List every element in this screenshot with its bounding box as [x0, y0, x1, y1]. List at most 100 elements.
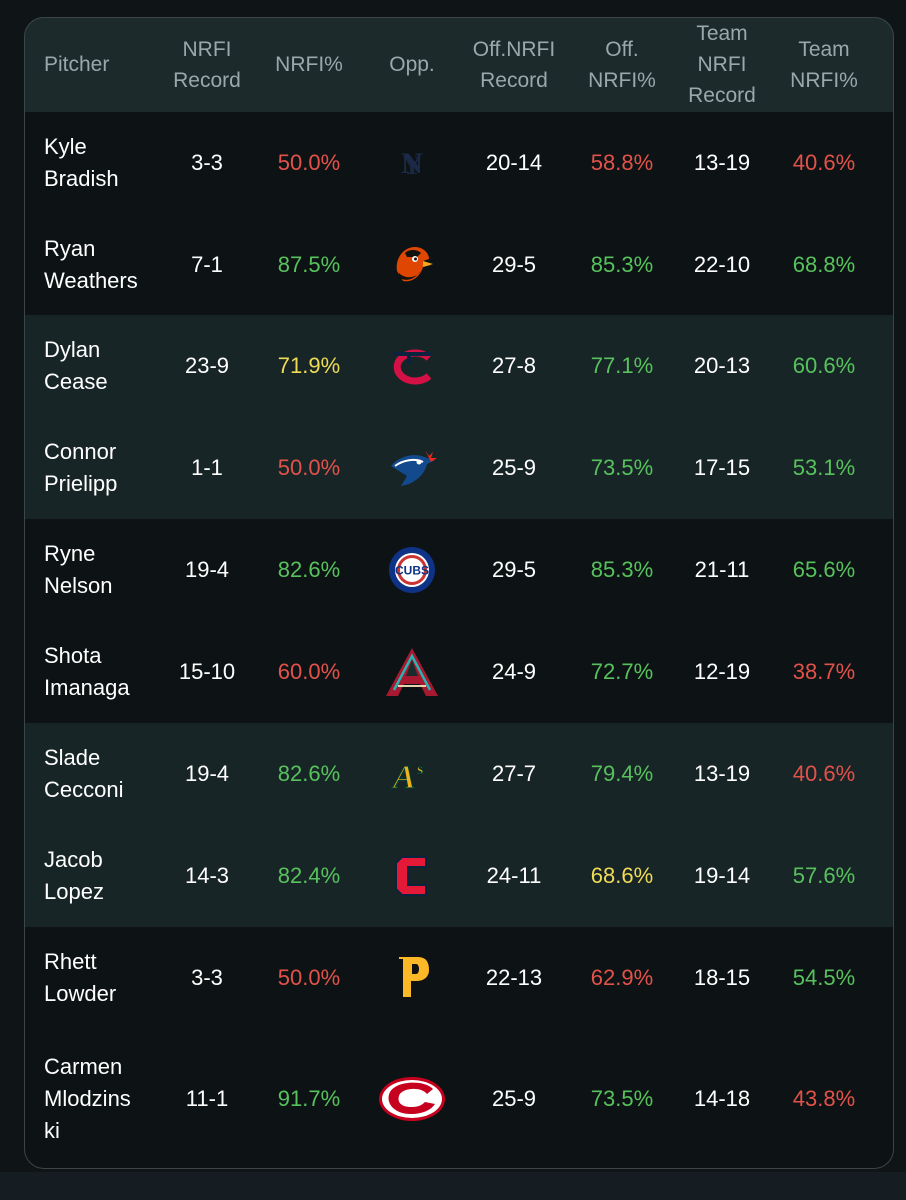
team-nrfi-pct: 40.6%: [792, 150, 856, 175]
team-nrfi-record: 12-19: [693, 659, 751, 684]
team-nrfi-record: 13-19: [693, 150, 751, 175]
svg-text:Y: Y: [403, 151, 422, 180]
svg-text:A: A: [391, 759, 416, 796]
diamondbacks-logo: [382, 646, 442, 698]
orioles-logo: [387, 241, 437, 289]
nrfi-record: 11-1: [185, 1086, 229, 1111]
reds-logo: [377, 1076, 447, 1122]
team-nrfi-pct: 68.8%: [792, 251, 856, 277]
opponent-cell: CUBS: [357, 519, 467, 621]
off-nrfi-pct: 85.3%: [590, 557, 654, 582]
header-pitcher: Pitcher: [44, 53, 110, 76]
off-nrfi-pct: 72.7%: [590, 659, 654, 684]
off-nrfi-pct: 79.4%: [590, 761, 654, 786]
opponent-cell: [357, 315, 467, 417]
opponent-cell: [357, 825, 467, 927]
team-nrfi-record: 20-13: [693, 353, 751, 378]
table-row: Connor Prielipp 1-1 50.0% 25-9 73.5% 17-15 53…: [24, 417, 894, 519]
nrfi-pct: 82.6%: [277, 557, 341, 582]
nrfi-record: 3-3: [191, 965, 223, 990]
off-nrfi-record: 25-9: [491, 1086, 537, 1111]
nrfi-pct: 50.0%: [277, 455, 341, 480]
athletics-logo: A s: [387, 752, 437, 796]
table-row: Jacob Lopez 14-3 82.4% 24-11 68.6% 19-14 57.6…: [24, 825, 894, 927]
team-nrfi-record: 21-11: [694, 557, 750, 582]
nrfi-record: 19-4: [184, 557, 230, 582]
pitcher-name: Rhett Lowder: [44, 949, 117, 1006]
off-nrfi-pct: 68.6%: [590, 863, 654, 888]
table-row: Rhett Lowder 3-3 50.0% 22-13 62.9% 18-15 54.5…: [24, 927, 894, 1029]
nrfi-record: 14-3: [184, 863, 230, 888]
pitcher-name: Dylan Cease: [44, 337, 108, 394]
pirates-logo: [392, 952, 432, 1004]
pitcher-name: Kyle Bradish: [44, 134, 119, 191]
header-opponent: Opp.: [389, 53, 435, 76]
team-nrfi-record: 14-18: [693, 1086, 751, 1111]
off-nrfi-record: 22-13: [485, 965, 543, 990]
header-off-nrfi-pct: Off. NRFI%: [588, 37, 656, 92]
off-nrfi-pct: 73.5%: [590, 455, 654, 480]
header-team-nrfi-pct: Team NRFI%: [790, 37, 858, 92]
off-nrfi-record: 29-5: [491, 557, 537, 582]
off-nrfi-pct: 77.1%: [590, 353, 654, 378]
pitcher-name: Jacob Lopez: [44, 847, 104, 904]
nrfi-record: 1-1: [191, 455, 223, 480]
table-row: Shota Imanaga 15-10 60.0% 24-9 72.7% 12-19 38…: [24, 621, 894, 723]
opponent-cell: A s: [357, 723, 467, 825]
team-nrfi-pct: 40.6%: [792, 761, 856, 786]
pitcher-name: Shota Imanaga: [44, 643, 130, 700]
twins-logo: [387, 344, 437, 388]
team-nrfi-record: 18-15: [693, 965, 751, 990]
nrfi-pct: 71.9%: [277, 353, 341, 378]
off-nrfi-record: 20-14: [485, 150, 543, 175]
opponent-cell: N Y: [357, 112, 467, 214]
nrfi-pct: 50.0%: [277, 150, 341, 175]
nrfi-record: 3-3: [191, 150, 223, 175]
table-header: Pitcher NRFI Record NRFI% Opp. Off.NRFI …: [24, 17, 894, 112]
off-nrfi-pct: 62.9%: [590, 965, 654, 990]
table-row: Slade Cecconi 19-4 82.6% A s 27-7 79.4% 13-1…: [24, 723, 894, 825]
pitcher-name: Carmen Mlodzins ki: [44, 1054, 131, 1143]
yankees-logo: N Y: [392, 143, 432, 183]
nrfi-record: 23-9: [184, 353, 230, 378]
nrfi-record: 15-10: [178, 659, 236, 684]
bottom-band: [0, 1172, 906, 1200]
header-nrfi-pct: NRFI%: [275, 53, 343, 76]
off-nrfi-record: 25-9: [491, 455, 537, 480]
blue-jays-logo: [385, 444, 439, 492]
team-nrfi-pct: 53.1%: [792, 455, 856, 480]
table-row: Carmen Mlodzins ki 11-1 91.7% 25-9 73.5% 14-…: [24, 1029, 894, 1169]
off-nrfi-pct: 85.3%: [590, 251, 654, 277]
svg-text:s: s: [417, 761, 423, 778]
cubs-logo-text: CUBS: [395, 564, 429, 578]
cubs-logo: CUBS: [387, 545, 437, 595]
pitcher-name: Ryne Nelson: [44, 541, 113, 598]
nrfi-table: Pitcher NRFI Record NRFI% Opp. Off.NRFI …: [24, 17, 894, 1169]
off-nrfi-pct: 73.5%: [590, 1086, 654, 1111]
table-row: Dylan Cease 23-9 71.9% 27-8 77.1% 20-13 60.6%: [24, 315, 894, 417]
header-off-nrfi-record: Off.NRFI Record: [472, 37, 556, 92]
table-row: Kyle Bradish 3-3 50.0% N Y 20-14 58.8% 13-19…: [24, 112, 894, 214]
off-nrfi-record: 24-9: [491, 659, 537, 684]
pitcher-name: Connor Prielipp: [44, 439, 118, 496]
nrfi-pct: 82.4%: [277, 863, 341, 888]
opponent-cell: [357, 214, 467, 315]
opponent-cell: [357, 417, 467, 519]
off-nrfi-record: 29-5: [491, 251, 537, 277]
team-nrfi-record: 13-19: [693, 761, 751, 786]
team-nrfi-pct: 57.6%: [792, 863, 856, 888]
team-nrfi-pct: 54.5%: [792, 965, 856, 990]
opponent-cell: [357, 1029, 467, 1169]
table-row: Ryan Weathers 7-1 87.5% 29-5 85.3% 22-10 68.8…: [24, 214, 894, 315]
team-nrfi-pct: 60.6%: [792, 353, 856, 378]
nrfi-record: 19-4: [184, 761, 230, 786]
team-nrfi-record: 17-15: [693, 455, 751, 480]
nrfi-pct: 50.0%: [277, 965, 341, 990]
opponent-cell: [357, 927, 467, 1029]
team-nrfi-pct: 43.8%: [792, 1086, 856, 1111]
nrfi-pct: 87.5%: [277, 251, 341, 277]
off-nrfi-record: 27-7: [491, 761, 537, 786]
pitcher-name: Ryan Weathers: [44, 235, 138, 293]
pitcher-name: Slade Cecconi: [44, 745, 124, 802]
team-nrfi-pct: 65.6%: [792, 557, 856, 582]
